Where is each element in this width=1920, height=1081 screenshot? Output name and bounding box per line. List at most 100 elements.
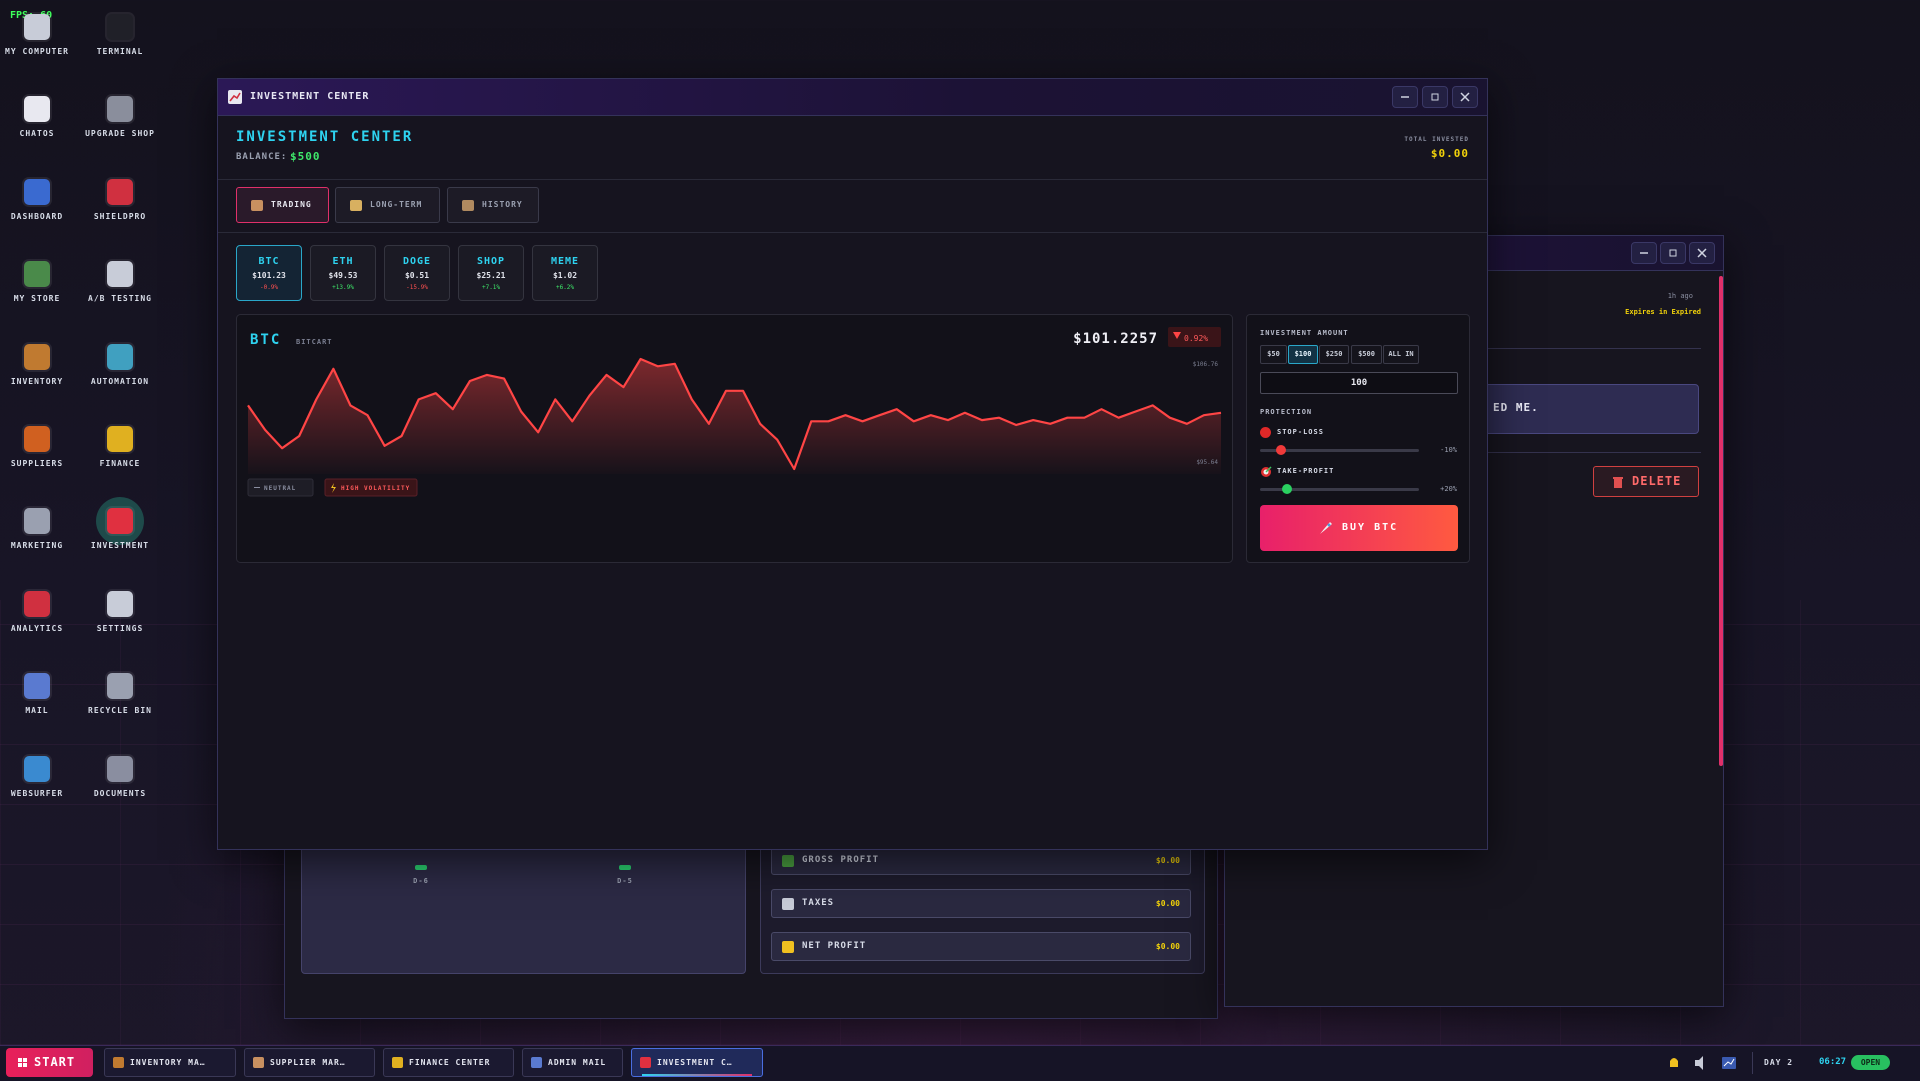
bolt-icon: [331, 483, 336, 493]
desktop-icon[interactable]: MY STORE: [0, 250, 82, 328]
icon-label: MY COMPUTER: [5, 47, 69, 56]
delete-button[interactable]: DELETE: [1593, 466, 1699, 497]
start-button[interactable]: START: [6, 1048, 93, 1077]
desktop-icon[interactable]: ANALYTICS: [0, 580, 82, 658]
task-icon: [640, 1057, 651, 1068]
icon-image: [107, 426, 133, 452]
amount-preset[interactable]: $250: [1319, 345, 1349, 364]
take-profit-slider[interactable]: [1260, 488, 1419, 491]
desktop-icon[interactable]: UPGRADE SHOP: [75, 85, 165, 163]
investment-window: INVESTMENT CENTER INVESTMENT CENTER BALA…: [217, 78, 1488, 850]
price-area: [248, 359, 1221, 474]
buy-label: BUY BTC: [1342, 522, 1399, 533]
taskbar-task[interactable]: INVENTORY MA…: [104, 1048, 236, 1077]
badge-label: NEUTRAL: [264, 485, 296, 492]
tab[interactable]: HISTORY: [447, 187, 539, 223]
desktop-icon[interactable]: INVENTORY: [0, 333, 82, 411]
stop-loss-knob[interactable]: [1276, 445, 1286, 455]
change-badge: [1168, 327, 1221, 347]
amount-preset[interactable]: $50: [1260, 345, 1287, 364]
delete-label: DELETE: [1632, 474, 1682, 488]
icon-label: ANALYTICS: [10, 623, 64, 633]
icon-label: INVENTORY: [10, 376, 64, 386]
desktop-icon[interactable]: RECYCLE BIN: [75, 662, 165, 740]
desktop-icon[interactable]: MAIL: [0, 662, 82, 740]
amount-preset[interactable]: $500: [1351, 345, 1382, 364]
asset-card[interactable]: MEME $1.02 +6.2%: [532, 245, 598, 301]
tab-label: TRADING: [271, 200, 312, 209]
desktop-icon[interactable]: DASHBOARD: [0, 168, 82, 246]
icon-image: [24, 96, 50, 123]
scrollbar: [1719, 276, 1723, 766]
icon-image: [107, 755, 133, 782]
chart-asset-name: BITCART: [296, 338, 333, 346]
buy-button[interactable]: BUY BTC: [1260, 505, 1458, 551]
asset-card[interactable]: ETH $49.53 +13.9%: [310, 245, 376, 301]
desktop-icon[interactable]: SUPPLIERS: [0, 415, 82, 493]
desktop-icon[interactable]: TERMINAL: [75, 3, 165, 81]
desktop-icon[interactable]: MARKETING: [0, 497, 82, 575]
take-profit-knob[interactable]: [1282, 484, 1292, 494]
desktop-icon[interactable]: WEBSURFER: [0, 745, 82, 823]
asset-price: $25.21: [476, 271, 506, 280]
minimize-button[interactable]: [1392, 86, 1418, 108]
icon-label: DASHBOARD: [10, 211, 64, 221]
asset-symbol: ETH: [332, 256, 354, 267]
desktop-icon[interactable]: MY COMPUTER: [0, 3, 82, 81]
icon-image: [107, 590, 133, 617]
asset-card[interactable]: SHOP $25.21 +7.1%: [458, 245, 524, 301]
asset-card[interactable]: DOGE $0.51 -15.9%: [384, 245, 450, 301]
amount-input[interactable]: 100: [1260, 372, 1458, 394]
amount-preset[interactable]: $100: [1288, 345, 1318, 364]
desktop-icon[interactable]: INVESTMENT: [75, 497, 165, 575]
badge-label: HIGH VOLATILITY: [341, 485, 410, 492]
desktop-icon[interactable]: SHIELDPRO: [75, 168, 165, 246]
stop-loss-icon: [1260, 427, 1271, 438]
tab-icon: [251, 200, 263, 211]
desktop-icon[interactable]: SETTINGS: [75, 580, 165, 658]
minimize-button[interactable]: [1631, 242, 1657, 264]
price-line: [247, 357, 1222, 471]
maximize-button[interactable]: [1422, 86, 1448, 108]
close-button[interactable]: [1452, 86, 1478, 108]
icon-image: [24, 261, 50, 288]
mail-expiry: Expires in Expired: [1625, 308, 1701, 316]
row-value: $0.00: [1155, 942, 1180, 951]
task-icon: [253, 1057, 264, 1068]
balance-value: $500: [290, 150, 321, 163]
icon-image: [24, 673, 50, 700]
asset-change: -15.9%: [406, 284, 428, 291]
icon-image: [24, 178, 50, 205]
icon-label: UPGRADE SHOP: [85, 129, 155, 139]
tab[interactable]: TRADING: [236, 187, 329, 223]
maximize-button[interactable]: [1660, 242, 1686, 264]
message-text: ED ME.: [1493, 401, 1539, 414]
desktop-icon[interactable]: DOCUMENTS: [75, 745, 165, 823]
taskbar-task[interactable]: SUPPLIER MAR…: [244, 1048, 375, 1077]
taskbar-task[interactable]: INVESTMENT C…: [631, 1048, 763, 1077]
amount-preset[interactable]: ALL IN: [1383, 345, 1419, 364]
taskbar-task[interactable]: ADMIN MAIL: [522, 1048, 623, 1077]
icon-label: MY STORE: [13, 294, 61, 304]
task-label: FINANCE CENTER: [409, 1058, 491, 1067]
row-icon: [782, 898, 794, 910]
task-icon: [113, 1057, 124, 1068]
badge: [247, 478, 314, 497]
icon-label: RECYCLE BIN: [88, 706, 152, 716]
icon-image: [24, 14, 50, 40]
taskbar-task[interactable]: FINANCE CENTER: [383, 1048, 514, 1077]
take-profit-value: +20%: [1440, 485, 1457, 493]
total-invested-value: $0.00: [1430, 147, 1469, 160]
desktop-icon[interactable]: A/B TESTING: [75, 250, 165, 328]
desktop-icon[interactable]: FINANCE: [75, 415, 165, 493]
tab[interactable]: LONG-TERM: [335, 187, 440, 223]
stop-loss-slider[interactable]: [1260, 449, 1419, 452]
stop-loss-value: -10%: [1440, 446, 1457, 454]
row-label: NET PROFIT: [802, 941, 867, 951]
separator: [218, 232, 1487, 233]
asset-card[interactable]: BTC $101.23 -0.9%: [236, 245, 302, 301]
desktop-icon[interactable]: AUTOMATION: [75, 333, 165, 411]
desktop-icon[interactable]: CHATOS: [0, 85, 82, 163]
close-button[interactable]: [1689, 242, 1715, 264]
